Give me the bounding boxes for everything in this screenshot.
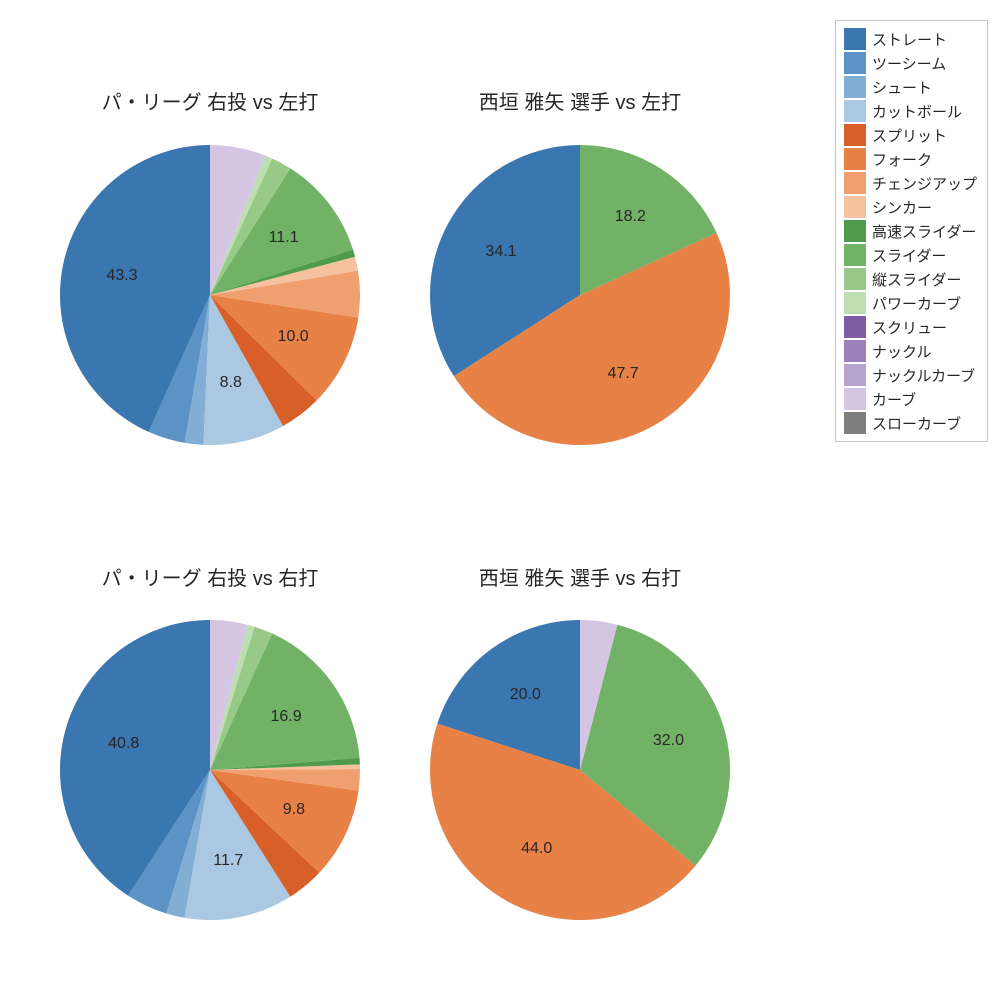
chart-title-tr: 西垣 雅矢 選手 vs 左打 [430,86,730,115]
legend-label: シンカー [872,197,932,218]
legend-item: スクリュー [844,315,977,339]
pie-svg [60,145,360,445]
legend-label: 高速スライダー [872,221,976,242]
pie-svg [60,620,360,920]
legend-label: フォーク [872,149,932,170]
legend-swatch [844,196,866,218]
chart-title-tl: パ・リーグ 右投 vs 左打 [60,86,360,115]
legend-swatch [844,316,866,338]
slice-value-label: 8.8 [220,374,242,392]
legend-item: ナックルカーブ [844,363,977,387]
legend-label: ツーシーム [872,53,946,74]
pie-chart-tl: 43.3 8.8 10.0 11.1 [60,145,360,445]
legend-item: シュート [844,75,977,99]
legend-swatch [844,124,866,146]
legend-item: フォーク [844,147,977,171]
chart-title-br: 西垣 雅矢 選手 vs 右打 [430,562,730,591]
legend-item: カーブ [844,387,977,411]
legend-item: ナックル [844,339,977,363]
legend-label: スライダー [872,245,946,266]
legend-swatch [844,220,866,242]
slice-value-label: 10.0 [278,328,309,346]
slice-value-label: 11.1 [269,229,299,247]
pie-chart-br: 20.0 44.0 32.0 [430,620,730,920]
legend-item: スローカーブ [844,411,977,435]
legend-item: 縦スライダー [844,267,977,291]
pie-svg [430,145,730,445]
legend-item: ツーシーム [844,51,977,75]
legend-label: ストレート [872,29,947,50]
legend-swatch [844,100,866,122]
legend-item: 高速スライダー [844,219,977,243]
pie-chart-bl: 40.8 11.7 9.8 16.9 [60,620,360,920]
slice-value-label: 47.7 [608,365,639,383]
legend-item: パワーカーブ [844,291,977,315]
slice-value-label: 34.1 [485,243,516,261]
slice-value-label: 11.7 [213,852,243,870]
legend-item: スライダー [844,243,977,267]
legend-swatch [844,364,866,386]
legend-swatch [844,412,866,434]
legend-item: シンカー [844,195,977,219]
legend-label: チェンジアップ [872,173,977,194]
legend-label: カーブ [872,389,916,410]
legend-label: スクリュー [872,317,947,338]
legend-swatch [844,292,866,314]
legend-swatch [844,388,866,410]
chart-title-bl: パ・リーグ 右投 vs 右打 [60,562,360,591]
slice-value-label: 43.3 [106,267,137,285]
legend-label: スローカーブ [872,413,961,434]
legend-label: 縦スライダー [872,269,961,290]
legend-label: パワーカーブ [872,293,961,314]
legend-label: スプリット [872,125,947,146]
legend-label: ナックル [872,341,932,362]
slice-value-label: 18.2 [615,208,646,226]
slice-value-label: 16.9 [271,708,302,726]
legend-swatch [844,340,866,362]
legend-swatch [844,268,866,290]
legend-swatch [844,244,866,266]
slice-value-label: 40.8 [108,735,139,753]
legend-swatch [844,172,866,194]
legend: ストレートツーシームシュートカットボールスプリットフォークチェンジアップシンカー… [835,20,988,442]
legend-label: ナックルカーブ [872,365,975,386]
pie-svg [430,620,730,920]
slice-value-label: 20.0 [510,686,541,704]
legend-swatch [844,148,866,170]
slice-value-label: 32.0 [653,732,684,750]
slice-value-label: 44.0 [521,840,552,858]
legend-swatch [844,28,866,50]
legend-swatch [844,76,866,98]
legend-label: カットボール [872,101,962,122]
legend-label: シュート [872,77,932,98]
slice-value-label: 9.8 [283,801,305,819]
pie-chart-tr: 34.1 47.7 18.2 [430,145,730,445]
legend-item: チェンジアップ [844,171,977,195]
chart-stage: パ・リーグ 右投 vs 左打 西垣 雅矢 選手 vs 左打 パ・リーグ 右投 v… [0,0,1000,1000]
legend-item: スプリット [844,123,977,147]
legend-item: カットボール [844,99,977,123]
legend-item: ストレート [844,27,977,51]
legend-swatch [844,52,866,74]
